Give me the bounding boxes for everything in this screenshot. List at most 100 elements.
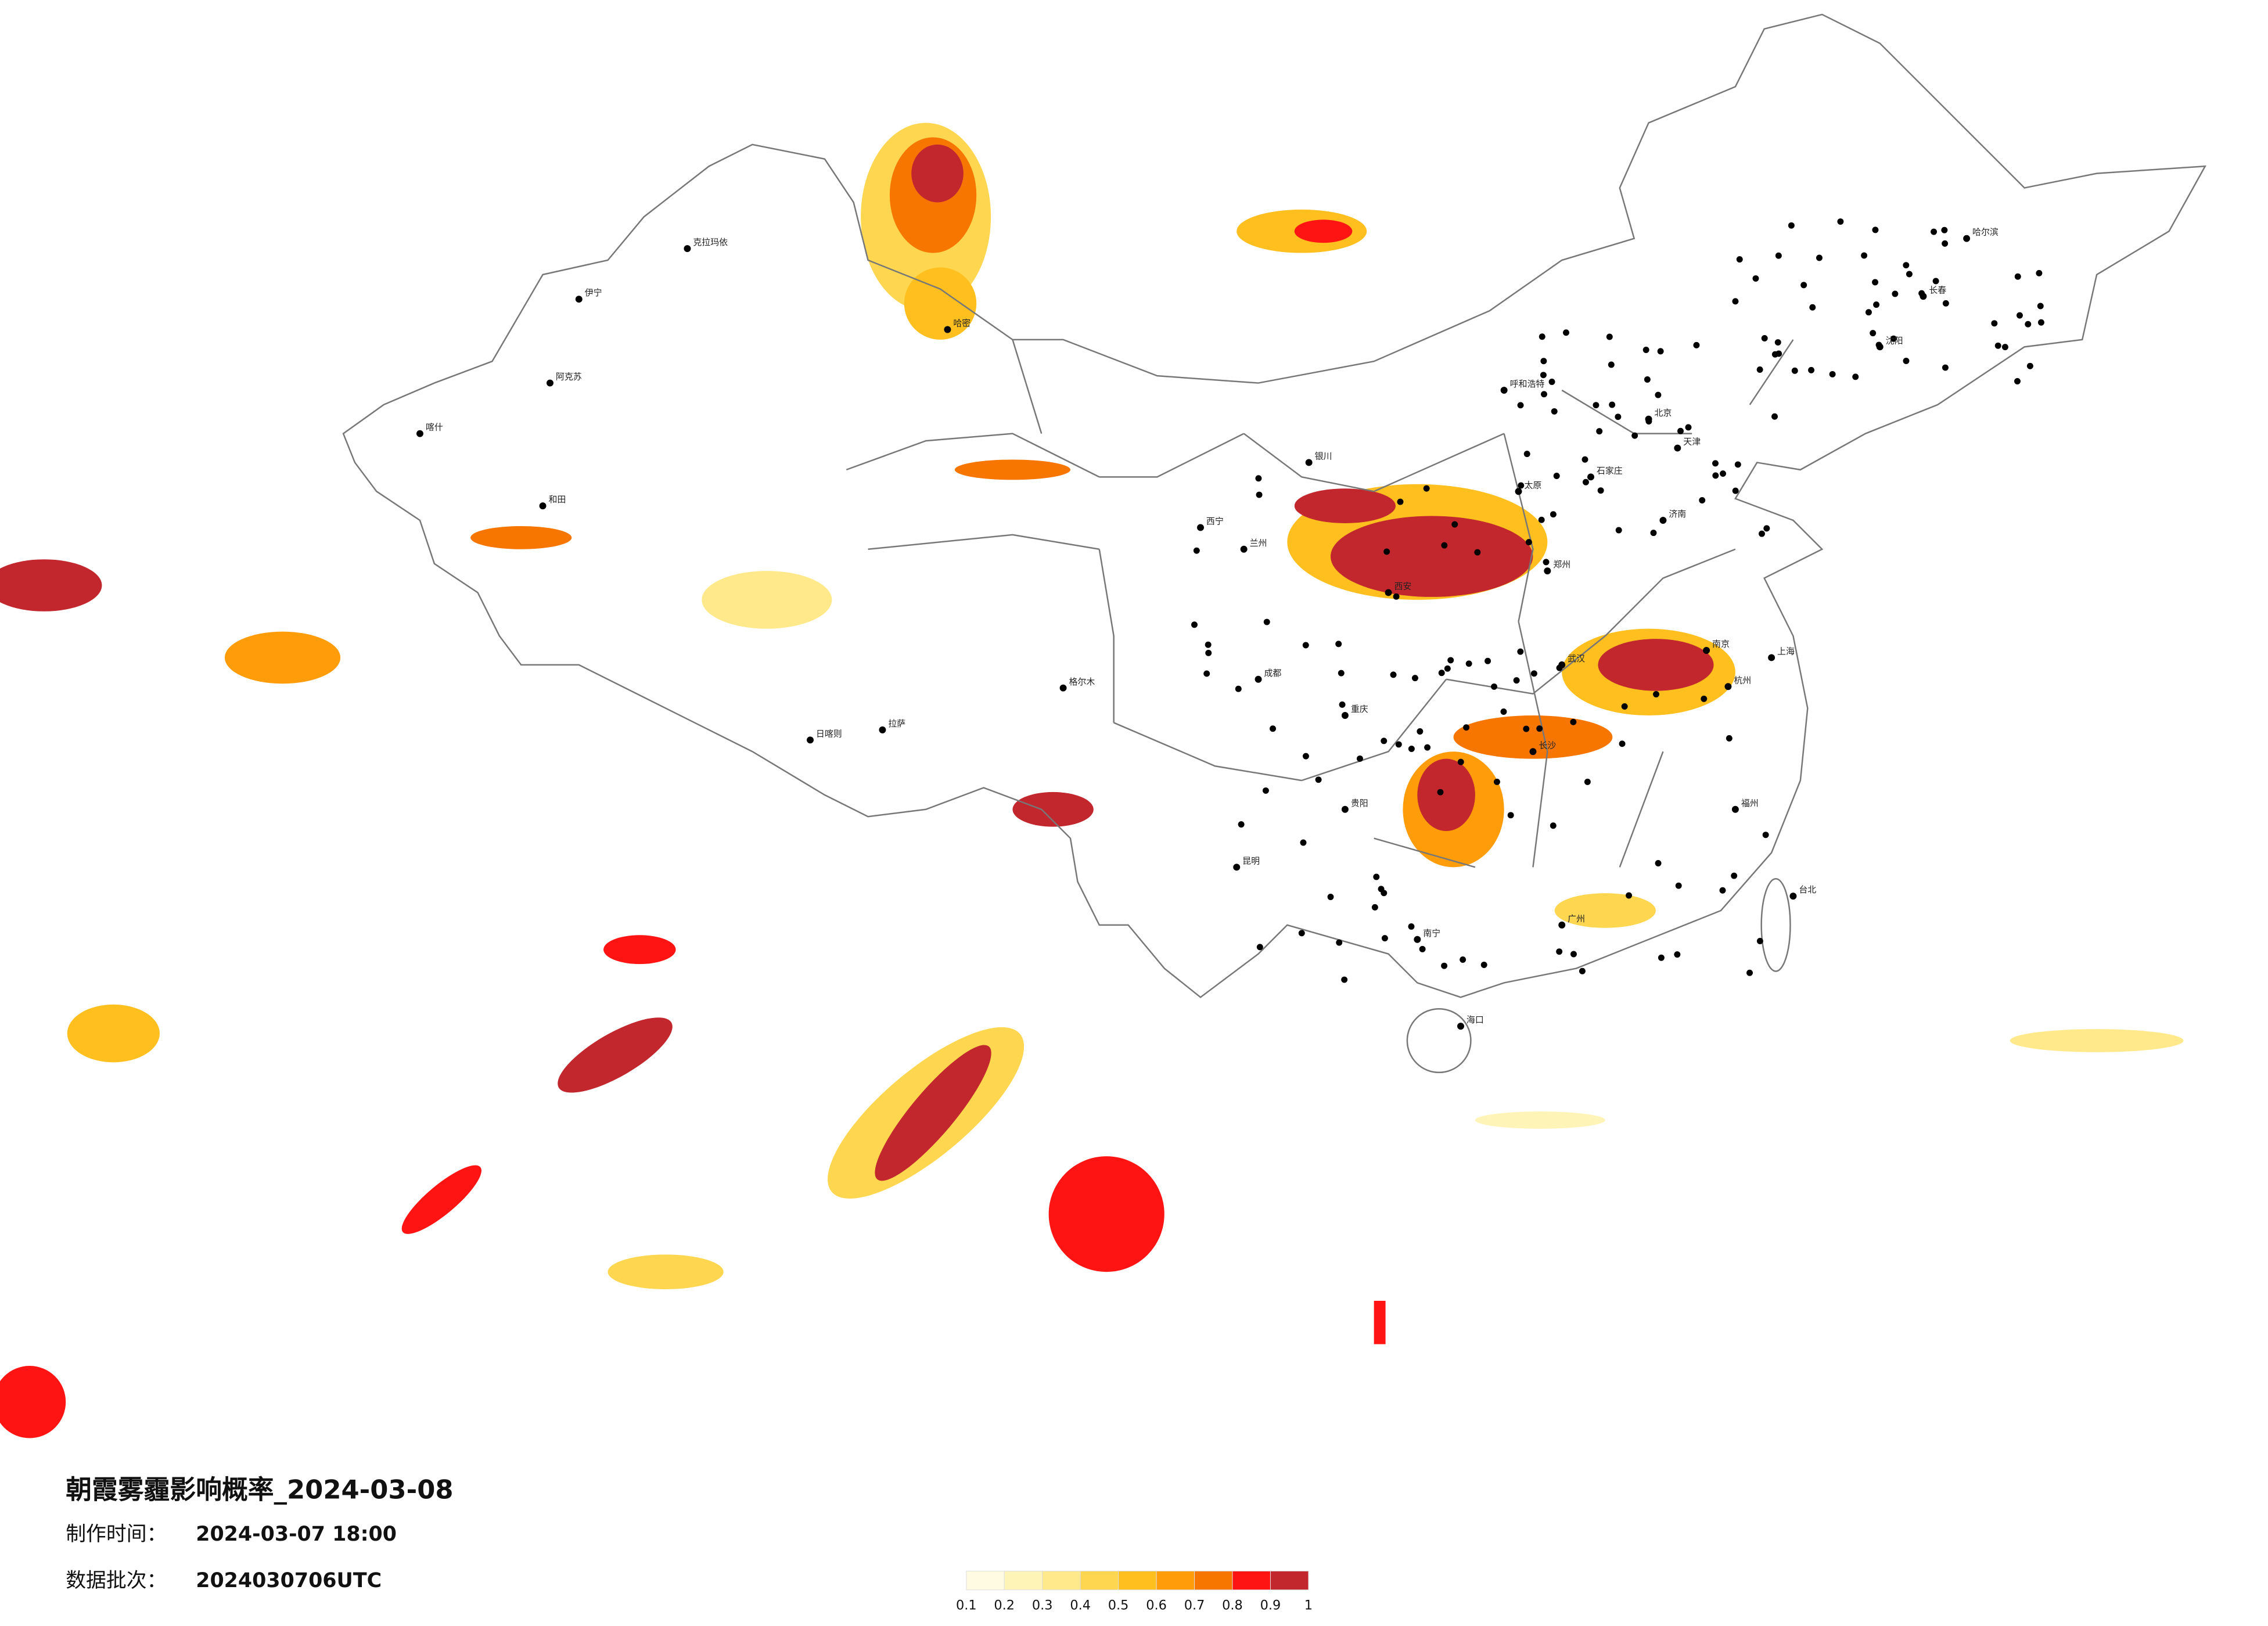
station-dot bbox=[1378, 886, 1385, 893]
station-dot bbox=[1235, 685, 1242, 692]
haze bbox=[0, 1366, 66, 1438]
made-time: 2024-03-07 18:00 bbox=[196, 1523, 397, 1546]
station-dot bbox=[1255, 475, 1262, 482]
city-dot bbox=[1963, 235, 1971, 242]
station-dot bbox=[1645, 418, 1652, 425]
haze bbox=[0, 559, 102, 611]
city-label: 克拉玛依 bbox=[693, 237, 728, 247]
station-dot bbox=[1756, 366, 1763, 373]
station-dot bbox=[1800, 282, 1807, 289]
station-dot bbox=[1381, 935, 1388, 942]
city-dot bbox=[1587, 473, 1594, 481]
station-dot bbox=[1870, 330, 1877, 337]
city-dot bbox=[1500, 387, 1508, 394]
station-dot bbox=[1556, 948, 1563, 955]
city-dot bbox=[1659, 517, 1667, 524]
city-dot bbox=[1529, 748, 1537, 756]
station-dot bbox=[1335, 641, 1342, 647]
station-dot bbox=[1263, 618, 1270, 625]
legend: 0.1 0.2 0.3 0.4 0.5 0.6 0.7 0.8 0.9 1 bbox=[956, 1570, 1313, 1613]
city-dot bbox=[547, 379, 553, 387]
station-dot bbox=[1752, 275, 1759, 282]
station-dot bbox=[1390, 671, 1397, 678]
city-label: 拉萨 bbox=[888, 718, 905, 729]
city-dot bbox=[1255, 675, 1262, 683]
city-label: 西安 bbox=[1394, 581, 1412, 591]
legend-label: 0.9 bbox=[1260, 1598, 1281, 1613]
haze bbox=[1012, 792, 1094, 827]
city-dot bbox=[1768, 654, 1775, 661]
city-label: 成都 bbox=[1264, 668, 1282, 678]
haze bbox=[1475, 1111, 1605, 1129]
station-dot bbox=[1675, 882, 1682, 889]
station-dot bbox=[1570, 951, 1577, 958]
station-dot bbox=[1203, 670, 1210, 677]
station-dot bbox=[1302, 753, 1309, 760]
station-dot bbox=[1562, 329, 1569, 336]
station-dot bbox=[2014, 273, 2021, 280]
haze bbox=[911, 144, 964, 203]
station-dot bbox=[1942, 240, 1949, 247]
station-dot bbox=[1538, 516, 1545, 523]
haze bbox=[1417, 758, 1475, 832]
station-dot bbox=[1518, 482, 1525, 489]
station-dot bbox=[1523, 725, 1530, 732]
city-label: 长沙 bbox=[1539, 740, 1556, 750]
station-dot bbox=[1693, 341, 1700, 348]
station-dot bbox=[1540, 372, 1547, 379]
haze bbox=[1048, 1156, 1164, 1272]
legend-box bbox=[1232, 1570, 1271, 1591]
station-dot bbox=[1238, 821, 1245, 828]
station-dot bbox=[1732, 487, 1739, 494]
station-dot bbox=[1582, 456, 1588, 463]
haze bbox=[1598, 639, 1714, 691]
city-label: 天津 bbox=[1683, 437, 1701, 447]
city-dot bbox=[1341, 712, 1349, 719]
city-label: 广州 bbox=[1568, 913, 1585, 924]
station-dot bbox=[1759, 530, 1765, 537]
city-dot bbox=[1233, 864, 1241, 871]
haze bbox=[1330, 516, 1533, 597]
city-label: 昆明 bbox=[1242, 855, 1260, 866]
city-label: 福州 bbox=[1741, 798, 1759, 808]
city-dot bbox=[539, 502, 547, 510]
city-label: 呼和浩特 bbox=[1510, 379, 1545, 389]
station-dot bbox=[1491, 683, 1498, 690]
station-dot bbox=[2016, 312, 2023, 319]
station-dot bbox=[2037, 303, 2044, 310]
station-dot bbox=[1736, 256, 1743, 263]
boundaries bbox=[342, 13, 2206, 1073]
station-dot bbox=[1336, 939, 1343, 946]
station-dot bbox=[1615, 413, 1622, 420]
station-dot bbox=[1746, 969, 1753, 976]
station-dot bbox=[1444, 665, 1451, 672]
station-dot bbox=[1393, 593, 1400, 600]
city-label: 喀什 bbox=[426, 422, 443, 433]
haze bbox=[702, 571, 832, 629]
city-label: 银川 bbox=[1315, 451, 1332, 461]
city-dot bbox=[1724, 683, 1732, 690]
city-dot bbox=[1674, 444, 1681, 452]
station-dot bbox=[1816, 254, 1823, 261]
city-label: 贵阳 bbox=[1351, 798, 1368, 808]
station-dot bbox=[1551, 408, 1558, 415]
station-dot bbox=[1699, 497, 1706, 503]
station-dot bbox=[1556, 664, 1563, 671]
haze bbox=[67, 1004, 160, 1063]
legend-label: 0.6 bbox=[1146, 1598, 1167, 1613]
city-label: 南京 bbox=[1712, 639, 1730, 649]
station-dot bbox=[1371, 904, 1378, 911]
city-label: 伊宁 bbox=[585, 287, 602, 298]
station-dot bbox=[1205, 641, 1212, 648]
station-dot bbox=[1451, 521, 1458, 528]
station-dot bbox=[1631, 432, 1638, 439]
city-dot bbox=[416, 430, 423, 437]
city-dot bbox=[1731, 805, 1739, 813]
station-dot bbox=[1298, 930, 1305, 937]
station-dot bbox=[1890, 335, 1897, 342]
station-dot bbox=[1596, 428, 1603, 435]
station-dot bbox=[1339, 701, 1346, 708]
